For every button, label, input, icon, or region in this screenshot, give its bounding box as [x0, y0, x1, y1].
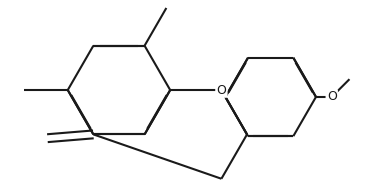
- Text: O: O: [327, 90, 337, 103]
- Text: O: O: [216, 84, 226, 97]
